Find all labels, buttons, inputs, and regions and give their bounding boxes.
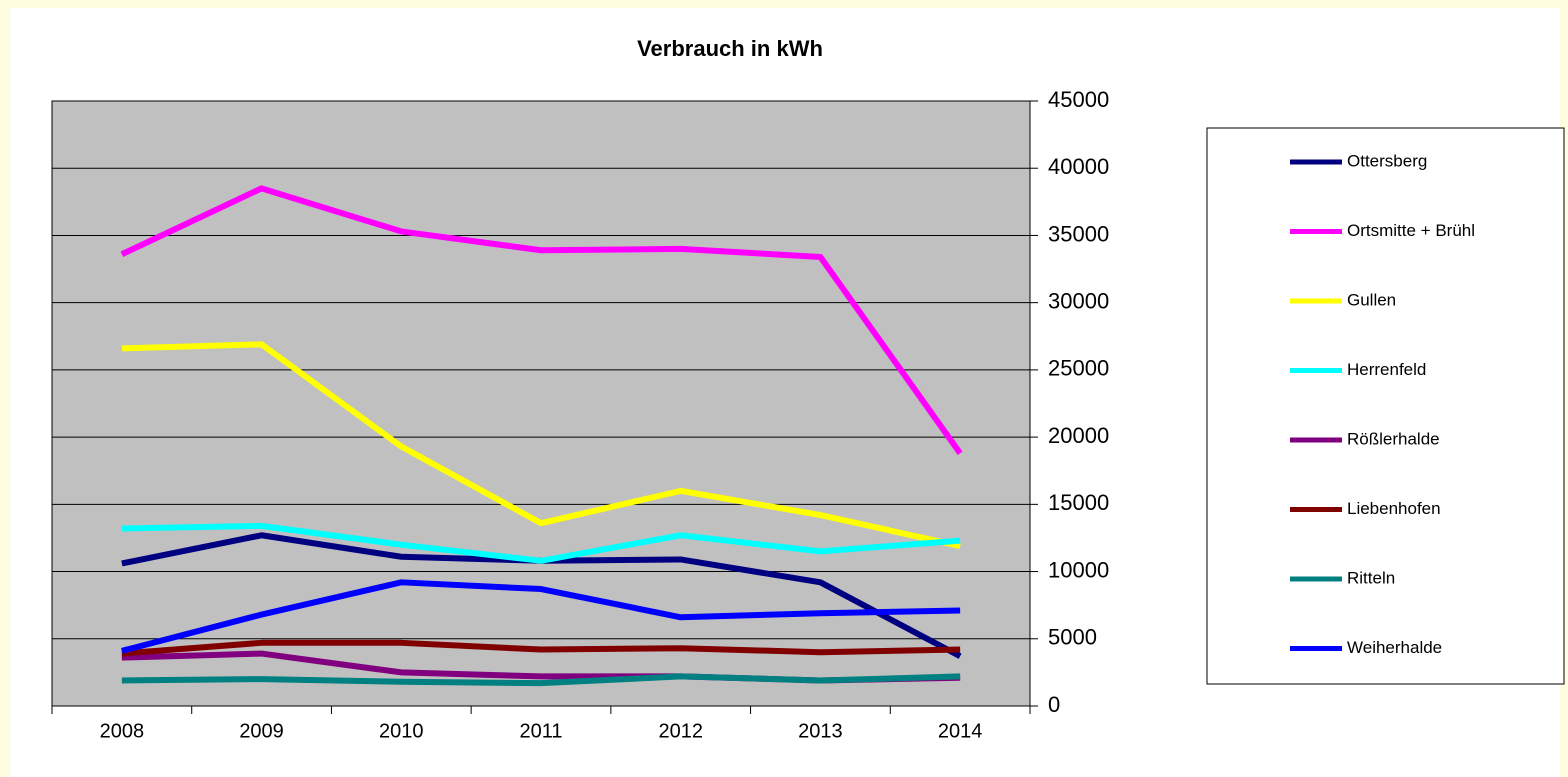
y-tick-label: 40000	[1048, 154, 1109, 179]
y-tick-label: 20000	[1048, 423, 1109, 448]
y-tick-label: 15000	[1048, 490, 1109, 515]
y-tick-label: 35000	[1048, 221, 1109, 246]
legend-label: Herrenfeld	[1347, 360, 1426, 379]
x-tick-label: 2008	[100, 720, 145, 742]
series-line	[121, 639, 961, 657]
legend-label: Rößlerhalde	[1347, 429, 1440, 448]
y-tick-label: 0	[1048, 692, 1060, 717]
legend-label: Liebenhofen	[1347, 499, 1441, 518]
y-tick-label: 5000	[1048, 625, 1097, 650]
series-line	[121, 522, 961, 564]
legend-label: Weiherhalde	[1347, 638, 1442, 657]
legend-label: Ritteln	[1347, 568, 1395, 587]
legend-label: Ottersberg	[1347, 151, 1427, 170]
y-tick-label: 10000	[1048, 557, 1109, 582]
legend-label: Ortsmitte + Brühl	[1347, 221, 1475, 240]
x-tick-label: 2010	[379, 720, 424, 742]
legend-label: Gullen	[1347, 290, 1396, 309]
series-line	[121, 579, 961, 654]
x-tick-label: 2009	[239, 720, 284, 742]
y-tick-label: 25000	[1048, 356, 1109, 381]
y-tick-label: 30000	[1048, 288, 1109, 313]
series-line	[120, 185, 963, 455]
x-tick-label: 2012	[658, 720, 703, 742]
series-line	[121, 341, 961, 549]
y-tick-label: 45000	[1048, 87, 1109, 112]
x-tick-label: 2013	[798, 720, 843, 742]
x-tick-label: 2011	[519, 720, 562, 742]
legend-box	[1206, 127, 1565, 685]
chart-title: Verbrauch in kWh	[637, 36, 823, 61]
series-line	[121, 673, 961, 687]
x-tick-label: 2014	[938, 720, 983, 742]
